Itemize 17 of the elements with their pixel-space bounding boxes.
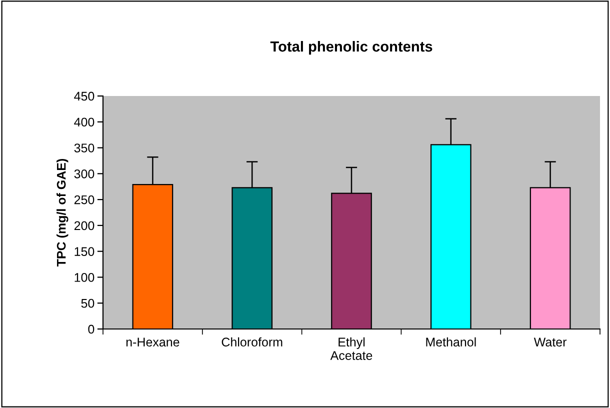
- x-tick-label: n-Hexane: [126, 338, 180, 347]
- x-tick-label: Chloroform: [222, 337, 282, 347]
- y-tick-label: 400: [74, 118, 94, 127]
- y-tick-label: 450: [74, 92, 94, 101]
- y-tick-label: 350: [74, 144, 94, 152]
- x-tick-label: Methanol: [426, 337, 476, 347]
- x-tick-label: Water: [534, 338, 567, 347]
- y-axis-title: TPC (mg/l of GAE): [56, 158, 68, 267]
- y-tick-label: 200: [74, 221, 94, 230]
- y-tick-label: 100: [74, 273, 94, 282]
- y-tick-label: 300: [74, 169, 94, 178]
- y-tick-label: 150: [74, 247, 94, 256]
- y-tick-label: 50: [81, 298, 94, 308]
- y-tick-label: 250: [74, 195, 94, 204]
- chart-title: Total phenolic contents: [270, 40, 432, 55]
- x-tick-label: Ethyl Acetate: [330, 337, 372, 360]
- y-tick-label: 0: [88, 324, 94, 334]
